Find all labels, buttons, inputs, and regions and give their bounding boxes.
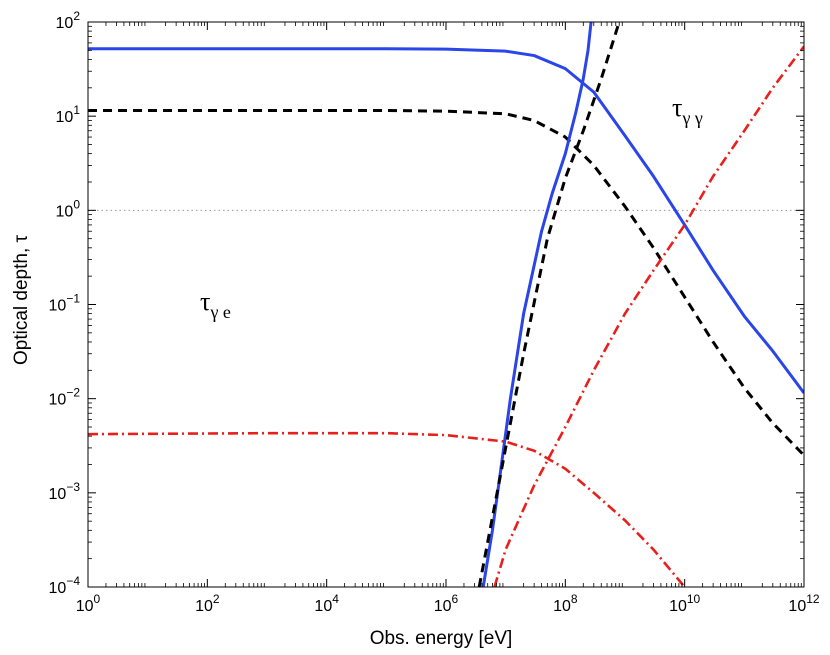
series-line-1 (88, 47, 804, 394)
series-group (88, 22, 804, 587)
y-tick-label: 101 (56, 103, 81, 126)
x-tick-label: 1010 (669, 592, 700, 615)
x-tick-label: 108 (553, 592, 578, 615)
ticks-group: 100 102 104 106 108 1010 1012 10−4 10−3 10−2 10−1 1… (49, 9, 820, 615)
y-tick-label: 10−2 (49, 386, 81, 409)
series-line-4 (481, 22, 593, 587)
x-axis-label: Obs. energy [eV] (370, 628, 513, 649)
series-line-5 (477, 22, 621, 587)
y-tick-label: 10−4 (49, 574, 81, 597)
annotation-tau-gamma-e: τγ e (200, 287, 231, 322)
annotations-group: τγ e τγ γ (200, 93, 703, 322)
x-tick-label: 1012 (788, 592, 819, 615)
y-axis-label: Optical depth, τ (11, 234, 32, 365)
x-tick-label: 102 (195, 592, 220, 615)
series-line-2 (88, 108, 804, 457)
x-tick-label: 104 (314, 592, 339, 615)
annotation-tau-gamma-gamma: τγ γ (672, 93, 703, 128)
x-tick-label: 106 (434, 592, 459, 615)
y-tick-label: 10−3 (49, 480, 81, 503)
y-tick-label: 10−1 (49, 292, 81, 315)
y-tick-label: 100 (56, 197, 81, 220)
x-tick-label: 100 (76, 592, 101, 615)
y-tick-label: 102 (56, 9, 81, 32)
series-line-3 (88, 431, 686, 587)
series-line-6 (493, 45, 804, 587)
